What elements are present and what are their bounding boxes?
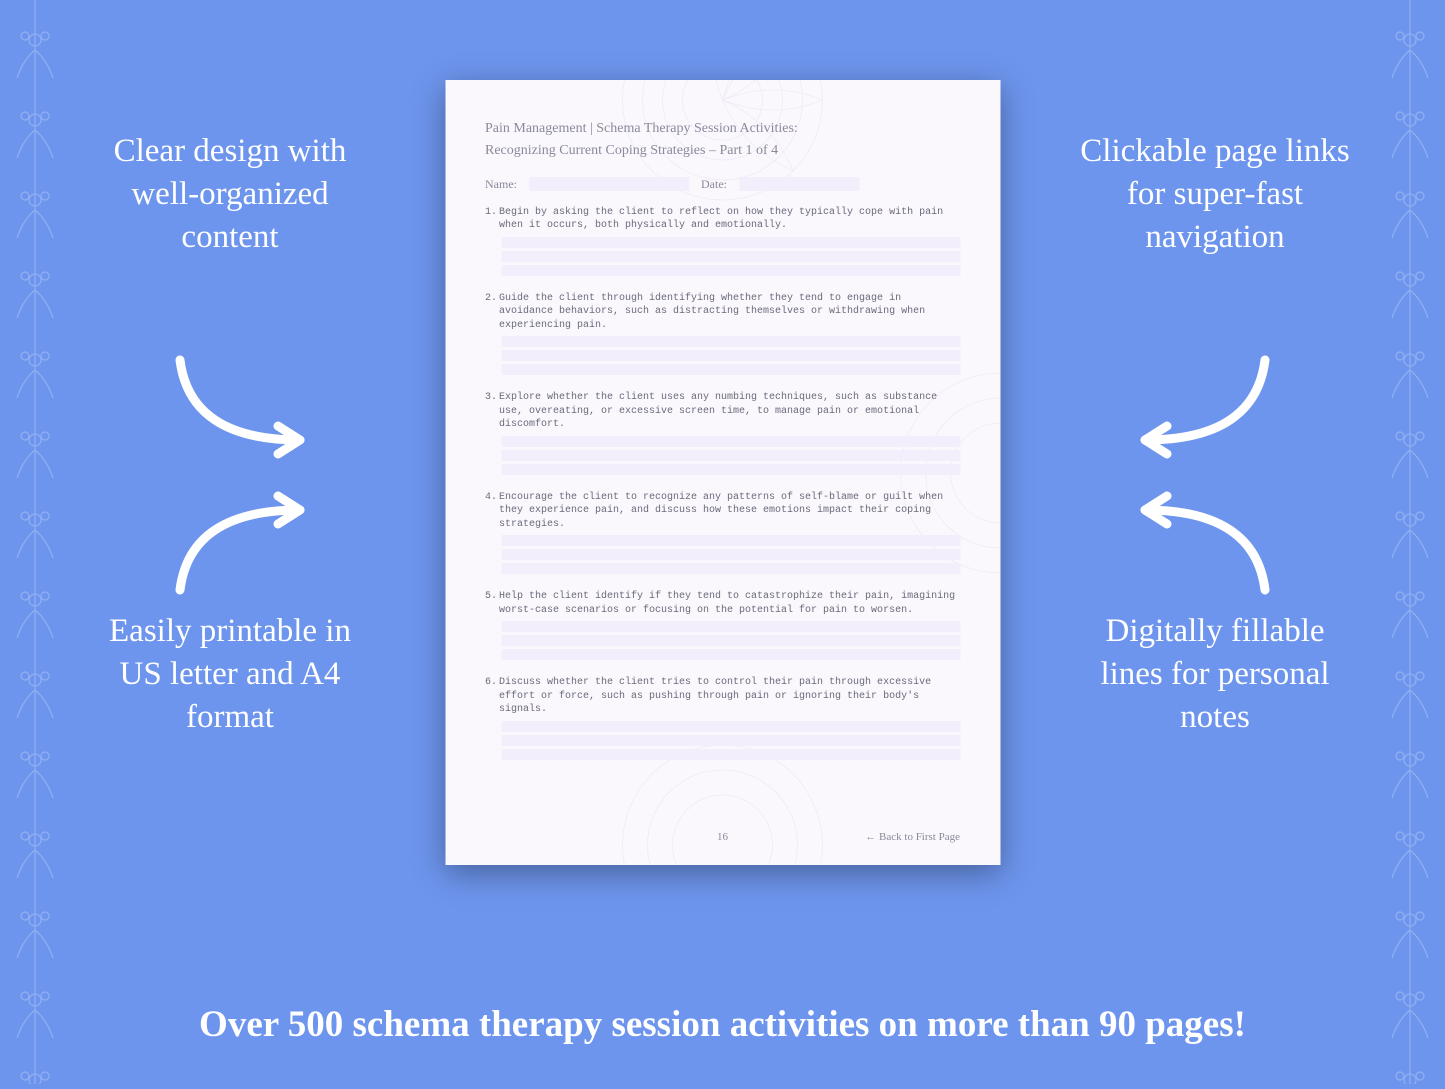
fill-lines[interactable] (501, 336, 960, 375)
item-number: 5. (485, 590, 499, 604)
item-number: 4. (485, 491, 499, 505)
item-number: 2. (485, 292, 499, 306)
document-heading: Pain Management | Schema Therapy Session… (485, 118, 960, 163)
worksheet-item: 4.Encourage the client to recognize any … (485, 491, 960, 575)
callout-top-right: Clickable page links for super-fast navi… (1080, 130, 1350, 259)
floral-border-left (0, 0, 70, 1084)
item-number: 1. (485, 206, 499, 220)
arrow-bottom-left (150, 470, 330, 620)
arrow-top-right (1115, 330, 1295, 480)
back-to-first-link[interactable]: ← Back to First Page (865, 831, 960, 843)
worksheet-item: 6.Discuss whether the client tries to co… (485, 676, 960, 760)
fill-lines[interactable] (501, 436, 960, 475)
fill-lines[interactable] (501, 237, 960, 276)
floral-border-right (1375, 0, 1445, 1084)
item-prompt: Discuss whether the client tries to cont… (499, 676, 956, 717)
bottom-banner: Over 500 schema therapy session activiti… (0, 1003, 1445, 1046)
item-prompt: Begin by asking the client to reflect on… (499, 206, 956, 233)
item-prompt: Guide the client through identifying whe… (499, 292, 956, 333)
name-date-row: Name: Date: (485, 177, 960, 192)
item-prompt: Explore whether the client uses any numb… (499, 391, 956, 432)
item-number: 6. (485, 676, 499, 690)
worksheet-item: 1.Begin by asking the client to reflect … (485, 206, 960, 276)
fill-lines[interactable] (501, 621, 960, 660)
item-prompt: Help the client identify if they tend to… (499, 590, 956, 617)
name-field[interactable] (529, 177, 689, 191)
worksheet-item: 3.Explore whether the client uses any nu… (485, 391, 960, 475)
callout-bottom-right: Digitally fillable lines for personal no… (1080, 610, 1350, 739)
callout-bottom-left: Easily printable in US letter and A4 for… (95, 610, 365, 739)
worksheet-item: 2.Guide the client through identifying w… (485, 292, 960, 376)
item-prompt: Encourage the client to recognize any pa… (499, 491, 956, 532)
arrow-bottom-right (1115, 470, 1295, 620)
arrow-top-left (150, 330, 330, 480)
worksheet-item: 5.Help the client identify if they tend … (485, 590, 960, 660)
fill-lines[interactable] (501, 535, 960, 574)
item-number: 3. (485, 391, 499, 405)
fill-lines[interactable] (501, 721, 960, 760)
page-footer: 16 ← Back to First Page (485, 831, 960, 843)
heading-line-1: Pain Management | Schema Therapy Session… (485, 118, 960, 140)
items-list: 1.Begin by asking the client to reflect … (485, 206, 960, 760)
document-page: Pain Management | Schema Therapy Session… (445, 80, 1000, 865)
date-label: Date: (701, 177, 727, 192)
date-field[interactable] (739, 177, 859, 191)
callout-top-left: Clear design with well-organized content (95, 130, 365, 259)
name-label: Name: (485, 177, 517, 192)
page-number: 16 (717, 831, 728, 843)
heading-line-2: Recognizing Current Coping Strategies – … (485, 140, 960, 162)
